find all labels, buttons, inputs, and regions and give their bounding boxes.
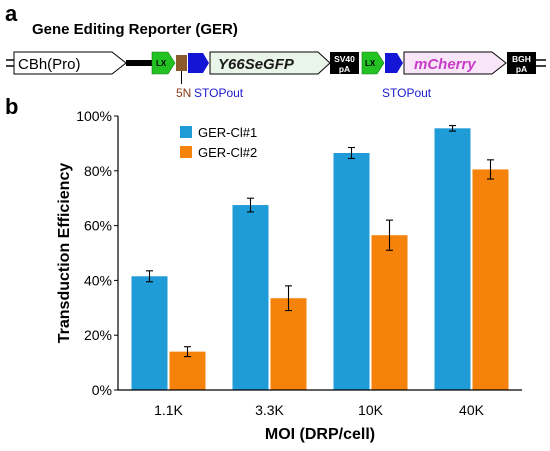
bar-1-10k bbox=[333, 152, 370, 390]
bar-1-1-1k bbox=[131, 276, 168, 390]
gfp-arrow bbox=[209, 51, 331, 75]
y-tick-label: 0% bbox=[92, 382, 112, 398]
error-bar-1-3-3k bbox=[247, 197, 254, 213]
stopout-1-label: STOPout bbox=[194, 86, 244, 100]
panel-a-label: a bbox=[5, 1, 18, 26]
x-tick-label: 1.1K bbox=[154, 402, 183, 418]
gfp-gene-label: Y66SeGFP bbox=[218, 56, 295, 73]
mcherry-arrow bbox=[403, 51, 507, 75]
bar-2-3-3k bbox=[270, 298, 307, 390]
y-tick-label: 80% bbox=[84, 163, 112, 179]
legend: GER-Cl#1 GER-Cl#2 bbox=[180, 125, 257, 160]
promoter-arrow bbox=[13, 51, 127, 75]
y-tick-label: 20% bbox=[84, 327, 112, 343]
bgh-pa-label-line1: BGH bbox=[512, 54, 531, 64]
lox-2-label: LX bbox=[365, 59, 376, 68]
error-bar-1-1-1k bbox=[146, 270, 153, 283]
lox-1-label: LX bbox=[156, 59, 167, 68]
stopout-site-1 bbox=[188, 53, 209, 73]
bar-2-1-1k bbox=[169, 351, 206, 390]
spacer-label: 5N bbox=[176, 86, 191, 100]
x-tick-label: 40K bbox=[459, 402, 485, 418]
backbone-segment bbox=[126, 60, 152, 66]
sv40-pa-label-line1: SV40 bbox=[334, 54, 355, 64]
error-bar-2-10k bbox=[386, 219, 393, 251]
panel-b-label: b bbox=[5, 94, 18, 119]
x-tick-label: 3.3K bbox=[255, 402, 284, 418]
error-bar-2-1-1k bbox=[184, 346, 191, 358]
y-tick-label: 100% bbox=[76, 108, 112, 124]
bgh-pa-box bbox=[507, 52, 536, 74]
stopout-site-2 bbox=[385, 53, 403, 73]
panel-b: b 0% 20% 40% 60% 80% 100% 1.1K 3.3K 10K 40K Tran… bbox=[5, 94, 522, 443]
error-bar-1-40k bbox=[449, 125, 456, 132]
bar-2-10k bbox=[371, 235, 408, 390]
plot-area bbox=[131, 125, 509, 390]
y-ticks: 0% 20% 40% 60% 80% 100% bbox=[76, 108, 118, 398]
x-ticks: 1.1K 3.3K 10K 40K bbox=[154, 402, 485, 418]
promoter-label: CBh(Pro) bbox=[18, 56, 81, 73]
stopout-2-label: STOPout bbox=[382, 86, 432, 100]
lox-site-2 bbox=[361, 51, 385, 75]
y-axis-title: Transduction Efficiency bbox=[56, 163, 73, 344]
y-tick-label: 40% bbox=[84, 272, 112, 288]
x-tick-label: 10K bbox=[358, 402, 384, 418]
mcherry-gene-label: mCherry bbox=[414, 56, 476, 73]
legend-swatch-1 bbox=[180, 126, 192, 138]
construct-title: Gene Editing Reporter (GER) bbox=[32, 21, 238, 38]
error-bar-2-40k bbox=[487, 159, 494, 180]
error-bar-2-3-3k bbox=[285, 285, 292, 312]
bar-2-40k bbox=[472, 169, 509, 390]
panel-a: a Gene Editing Reporter (GER) CBh(Pro) L… bbox=[5, 1, 546, 100]
x-axis-title: MOI (DRP/cell) bbox=[265, 426, 375, 443]
bgh-pa-label-line2: pA bbox=[516, 64, 527, 74]
sv40-pa-label-line2: pA bbox=[339, 64, 350, 74]
error-bar-1-10k bbox=[348, 146, 355, 160]
bar-1-40k bbox=[434, 128, 471, 390]
backbone-right-stub bbox=[536, 59, 546, 67]
legend-label-1: GER-Cl#1 bbox=[198, 125, 257, 140]
legend-label-2: GER-Cl#2 bbox=[198, 145, 257, 160]
y-tick-label: 60% bbox=[84, 218, 112, 234]
legend-swatch-2 bbox=[180, 146, 192, 158]
spacer-block bbox=[176, 55, 187, 71]
backbone-left-stub bbox=[6, 59, 14, 67]
bar-1-3-3k bbox=[232, 205, 269, 390]
lox-site-1 bbox=[151, 51, 176, 75]
sv40-pa-box bbox=[330, 52, 359, 74]
